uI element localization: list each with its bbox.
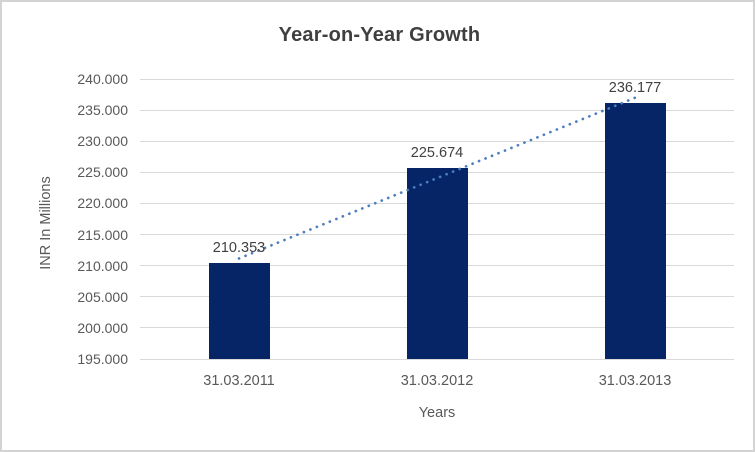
y-tick-label: 205.000 xyxy=(77,288,128,305)
bar-data-label: 210.353 xyxy=(212,240,266,257)
x-axis-title: Years xyxy=(418,405,456,421)
y-tick-label: 210.000 xyxy=(77,257,128,274)
bar-data-label: 236.177 xyxy=(608,79,662,96)
y-tick-label: 235.000 xyxy=(77,102,128,119)
x-category-label: 31.03.2011 xyxy=(203,373,275,389)
gridline xyxy=(140,78,734,80)
y-tick-label: 195.000 xyxy=(77,351,128,367)
y-tick-label: 230.000 xyxy=(77,133,128,150)
y-tick-label: 215.000 xyxy=(77,226,128,243)
bar-data-label: 225.674 xyxy=(410,145,464,162)
y-tick-label: 225.000 xyxy=(77,164,128,181)
y-axis-title: INR In Millions xyxy=(38,176,54,270)
bar-31.03.2012 xyxy=(406,168,468,359)
gridline xyxy=(140,358,734,360)
x-category-label: 31.03.2012 xyxy=(400,373,474,389)
bar-31.03.2011 xyxy=(208,263,270,359)
bar-31.03.2013 xyxy=(604,102,666,359)
y-tick-label: 200.000 xyxy=(77,319,128,336)
y-tick-label: 240.000 xyxy=(77,71,128,87)
y-tick-label: 220.000 xyxy=(77,195,128,212)
x-category-label: 31.03.2013 xyxy=(598,373,672,389)
chart-title: Year-on-Year Growth xyxy=(278,24,481,46)
